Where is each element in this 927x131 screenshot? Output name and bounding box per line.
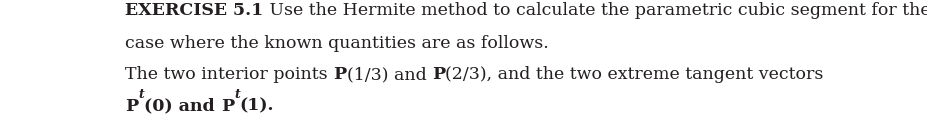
Text: Use the Hermite method to calculate the parametric cubic segment for the: Use the Hermite method to calculate the … (263, 2, 927, 19)
Text: (2/3), and the two extreme tangent vectors: (2/3), and the two extreme tangent vecto… (444, 66, 822, 83)
Text: P: P (431, 66, 444, 83)
Text: P: P (125, 98, 138, 115)
Text: t: t (138, 88, 144, 101)
Text: P: P (221, 98, 234, 115)
Text: case where the known quantities are as follows.: case where the known quantities are as f… (125, 35, 549, 52)
Text: t: t (234, 88, 239, 101)
Text: (0) and: (0) and (144, 98, 221, 115)
Text: EXERCISE 5.1: EXERCISE 5.1 (125, 2, 263, 19)
Text: (1/3) and: (1/3) and (346, 66, 431, 83)
Text: (1).: (1). (239, 98, 274, 115)
Text: The two interior points: The two interior points (125, 66, 333, 83)
Text: P: P (333, 66, 346, 83)
